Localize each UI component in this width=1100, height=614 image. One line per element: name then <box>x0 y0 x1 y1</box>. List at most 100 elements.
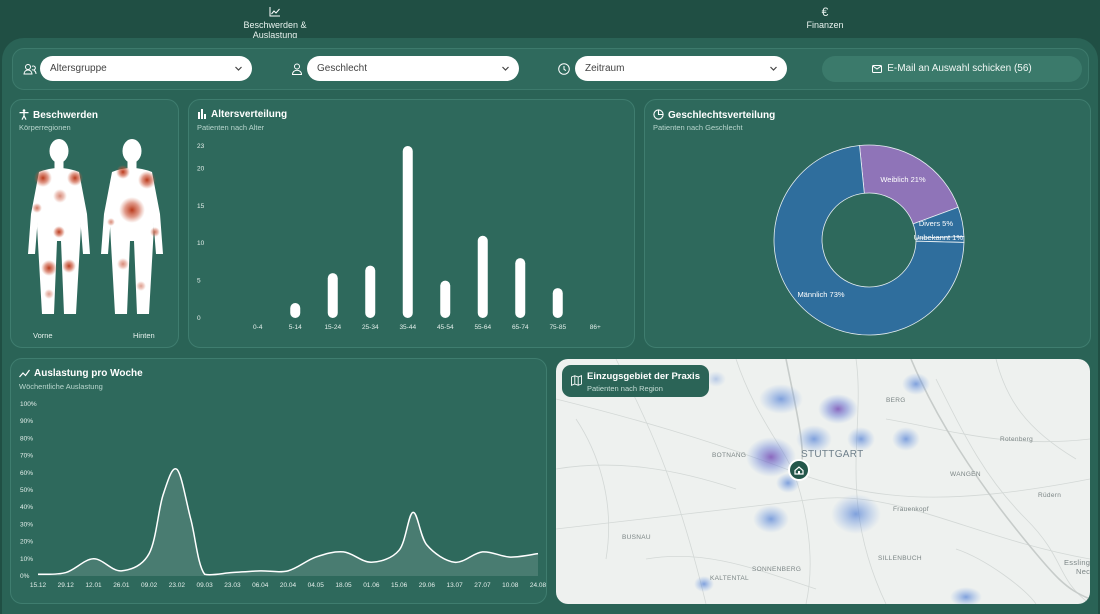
heat-spot <box>150 227 160 237</box>
bar-65-74 <box>515 258 526 318</box>
map-label: Essling <box>1064 558 1090 567</box>
heat-spot <box>950 587 982 604</box>
gender-chart-title: Geschlechtsverteilung <box>653 109 775 121</box>
slice-label: Männlich 73% <box>797 290 844 299</box>
x-tick-label: 09.03 <box>197 582 214 589</box>
heat-spot <box>119 197 145 223</box>
map-roads <box>556 359 1090 604</box>
age-group-placeholder: Altersgruppe <box>50 63 107 74</box>
y-tick-label: 70% <box>20 453 33 460</box>
euro-icon: € <box>821 5 829 19</box>
tab-beschwerden-auslastung[interactable]: Beschwerden & Auslastung <box>222 6 328 46</box>
map-label: WANGEN <box>950 471 981 478</box>
x-tick-label: 23.03 <box>224 582 241 589</box>
y-tick-label: 20% <box>20 539 33 546</box>
chart-line-icon <box>222 6 328 18</box>
catchment-map[interactable]: STUTTGART BOTNANG BERG Rotenberg WANGEN … <box>556 359 1090 604</box>
heat-spot <box>41 260 57 276</box>
map-label: STUTTGART <box>801 449 864 460</box>
slice-1 <box>859 144 959 225</box>
map-label: BOTNANG <box>712 452 747 459</box>
chevron-down-icon <box>770 66 777 71</box>
x-tick-label: 35-44 <box>399 324 416 331</box>
x-tick-label: 24.08 <box>530 582 547 589</box>
x-tick-label: 27.07 <box>474 582 491 589</box>
x-tick-label: 15.12 <box>30 582 47 589</box>
send-email-button[interactable]: E-Mail an Auswahl schicken (56) <box>822 56 1082 82</box>
heat-spot <box>116 165 130 179</box>
complaints-title: Beschwerden <box>19 109 98 121</box>
x-tick-label: 25-34 <box>362 324 379 331</box>
person-icon <box>19 109 29 120</box>
heat-spot <box>847 427 875 451</box>
body-map[interactable] <box>11 136 180 326</box>
y-tick-label: 5 <box>197 278 201 285</box>
home-icon <box>794 466 804 475</box>
age-bar-chart: 0 5 10 15 20 23 0-4 5-14 15-24 25-34 35-44 45-54 55-… <box>197 143 601 331</box>
heat-spot <box>694 576 714 592</box>
x-tick-label: 65-74 <box>512 324 529 331</box>
age-distribution-card: Altersverteilung Patienten nach Alter 0 5… <box>188 99 635 348</box>
y-tick-label: 10 <box>197 240 205 247</box>
y-tick-label: 50% <box>20 487 33 494</box>
front-label: Vorne <box>33 331 53 340</box>
heat-spot <box>117 258 129 270</box>
x-tick-label: 10.08 <box>502 582 519 589</box>
y-tick-label: 40% <box>20 504 33 511</box>
period-select[interactable]: Zeitraum <box>575 56 787 81</box>
heat-spot <box>136 281 146 291</box>
map-label: BUSNAU <box>622 534 651 541</box>
x-tick-label: 86+ <box>590 324 601 331</box>
weekly-load-card: Auslastung pro Woche Wöchentliche Auslas… <box>10 358 547 604</box>
body-back <box>101 139 163 314</box>
chevron-down-icon <box>502 66 509 71</box>
x-tick-label: 12.01 <box>85 582 102 589</box>
heat-spot <box>902 373 930 395</box>
x-tick-label: 01.06 <box>363 582 380 589</box>
y-tick-label: 30% <box>20 521 33 528</box>
heat-spot <box>753 505 789 533</box>
map-label: Rüdern <box>1038 492 1062 499</box>
map-title: Einzugsgebiet der Praxis <box>587 371 700 382</box>
map-canvas <box>556 359 1090 604</box>
heat-spot <box>53 189 67 203</box>
map-icon <box>571 375 582 386</box>
heat-spot <box>892 427 920 451</box>
x-tick-label: 18.05 <box>335 582 352 589</box>
map-label: SILLENBUCH <box>878 555 922 562</box>
tab-finanzen[interactable]: € Finanzen <box>795 6 855 30</box>
x-tick-label: 06.04 <box>252 582 269 589</box>
y-tick-label: 0 <box>197 315 201 322</box>
heat-spot <box>32 203 42 213</box>
gender-select[interactable]: Geschlecht <box>307 56 519 81</box>
users-icon <box>23 62 37 76</box>
map-info-card: Einzugsgebiet der Praxis Patienten nach … <box>562 365 709 397</box>
bar-5-14 <box>290 303 301 318</box>
x-tick-label: 15.06 <box>391 582 408 589</box>
age-group-select[interactable]: Altersgruppe <box>40 56 252 81</box>
complaints-subtitle: Körperregionen <box>19 123 71 132</box>
heat-spot <box>62 259 76 273</box>
heat-spot <box>706 371 726 387</box>
y-tick-label: 10% <box>20 556 33 563</box>
bar-15-24 <box>327 273 338 318</box>
map-subtitle: Patienten nach Region <box>587 384 663 393</box>
bar-35-44 <box>402 146 413 318</box>
gender-distribution-card: Geschlechtsverteilung Patienten nach Ges… <box>644 99 1091 348</box>
gender-chart-subtitle: Patienten nach Geschlecht <box>653 123 743 132</box>
x-tick-label: 29.12 <box>58 582 75 589</box>
pie-chart-icon <box>653 109 664 120</box>
y-tick-label: 60% <box>20 470 33 477</box>
tab-label: Beschwerden & Auslastung <box>243 20 307 40</box>
chevron-down-icon <box>235 66 242 71</box>
heat-spot <box>759 384 803 414</box>
heat-spot <box>44 289 54 299</box>
bar-25-34 <box>365 265 376 318</box>
mail-icon <box>872 65 883 73</box>
slice-label: Weiblich 21% <box>880 175 926 184</box>
load-chart-title: Auslastung pro Woche <box>19 368 143 379</box>
x-tick-label: 26.01 <box>113 582 130 589</box>
practice-marker[interactable] <box>788 459 810 481</box>
x-tick-label: 15-24 <box>324 324 341 331</box>
x-tick-label: 04.05 <box>308 582 325 589</box>
